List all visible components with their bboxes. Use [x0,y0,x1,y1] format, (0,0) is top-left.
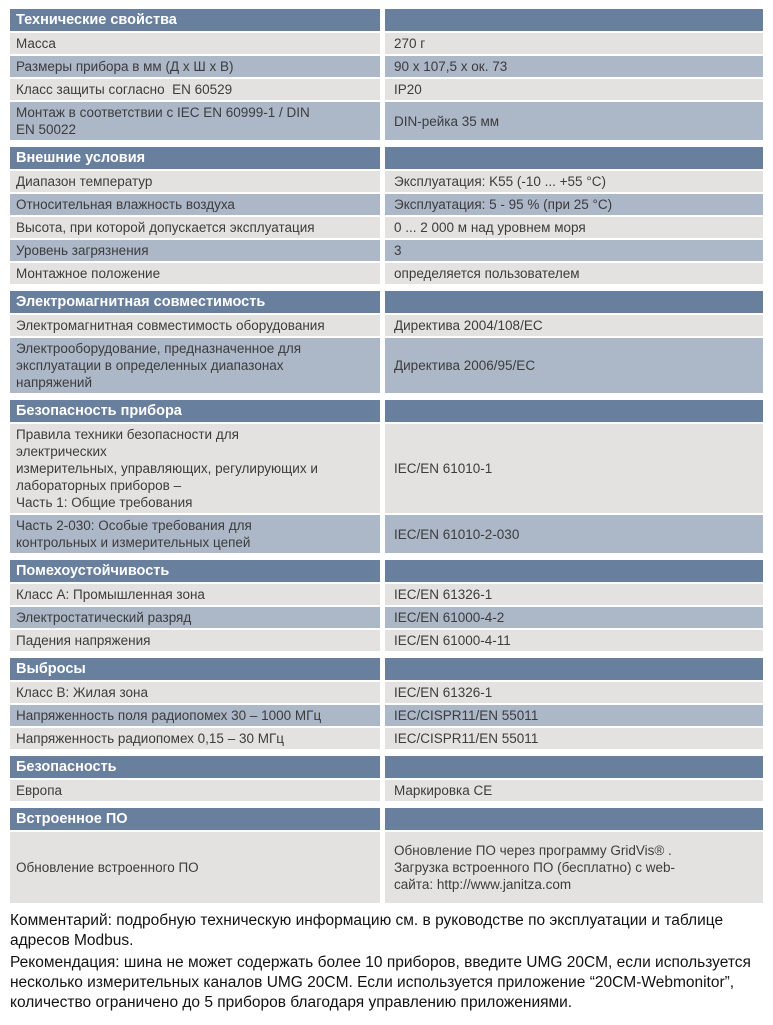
section-title-spacer [385,658,763,680]
spec-label-cell: Высота, при которой допускается эксплуат… [10,217,380,238]
spec-label-cell: Масса [10,33,380,54]
section-title: Электромагнитная совместимость [10,291,380,313]
section-title-spacer [385,9,763,31]
spec-label-cell: Электрооборудование, предназначенное для… [10,338,380,393]
section-title: Технические свойства [10,9,380,31]
section-title-spacer [385,147,763,169]
spec-value-cell: IEC/EN 61326-1 [385,584,763,605]
spec-section: Безопасность Европа Маркировка CE [10,756,763,801]
spec-label-cell: Обновление встроенного ПО [10,832,380,903]
spec-value-cell: IEC/EN 61326-1 [385,682,763,703]
spec-section: Технические свойства Масса 270 г Размеры пр… [10,9,763,140]
spec-label-cell: Монтаж в соответствии с IEC EN 60999-1 /… [10,102,380,140]
spec-label-cell: Размеры прибора в мм (Д х Ш х В) [10,56,380,77]
spec-label-cell: Класс A: Промышленная зона [10,584,380,605]
spec-value-cell: Директива 2004/108/EC [385,315,763,336]
spec-value-cell: Эксплуатация: 5 - 95 % (при 25 °C) [385,194,763,215]
section-title-spacer [385,756,763,778]
section-title-spacer [385,400,763,422]
spec-value-cell: 0 ... 2 000 м над уровнем моря [385,217,763,238]
spec-label-cell: Класс защиты согласно EN 60529 [10,79,380,100]
spec-section: Встроенное ПО Обновление встроенного ПО Об… [10,808,763,903]
section-title-spacer [385,808,763,830]
spec-value-cell: DIN-рейка 35 мм [385,102,763,140]
spec-section: Электромагнитная совместимость Электромаг… [10,291,763,393]
spec-label-cell: Напряженность поля радиопомех 30 – 1000 … [10,705,380,726]
spec-label-cell: Диапазон температур [10,171,380,192]
spec-label-cell: Электростатический разряд [10,607,380,628]
spec-section: Внешние условия Диапазон температур Эксплу… [10,147,763,284]
spec-table: Технические свойства Масса 270 г Размеры пр… [10,9,763,903]
section-title-spacer [385,560,763,582]
spec-label-cell: Электромагнитная совместимость оборудова… [10,315,380,336]
spec-value-cell: 90 х 107,5 х ок. 73 [385,56,763,77]
section-title: Внешние условия [10,147,380,169]
spec-label-cell: Правила техники безопасности для электри… [10,424,380,513]
spec-value-cell: IEC/EN 61000-4-2 [385,607,763,628]
section-title-spacer [385,291,763,313]
section-title: Помехоустойчивость [10,560,380,582]
spec-value-cell: IEC/CISPR11/EN 55011 [385,728,763,749]
spec-value-cell: IEC/EN 61000-4-11 [385,630,763,651]
spec-section: Выбросы Класс B: Жилая зона IEC/EN 61326-1… [10,658,763,749]
spec-value-cell: Маркировка CE [385,780,763,801]
spec-value-cell: IEC/CISPR11/EN 55011 [385,705,763,726]
spec-value-cell: Эксплуатация: K55 (-10 ... +55 °C) [385,171,763,192]
spec-value-cell: 270 г [385,33,763,54]
spec-label-cell: Падения напряжения [10,630,380,651]
spec-value-cell: определяется пользователем [385,263,763,284]
section-title: Безопасность [10,756,380,778]
spec-value-cell: Обновление ПО через программу GridVis® .… [385,832,763,903]
section-title: Выбросы [10,658,380,680]
spec-label-cell: Относительная влажность воздуха [10,194,380,215]
section-title: Безопасность прибора [10,400,380,422]
notes: Комментарий: подробную техническую инфор… [10,911,773,1013]
spec-label-cell: Европа [10,780,380,801]
spec-value-cell: IP20 [385,79,763,100]
spec-label-cell: Класс B: Жилая зона [10,682,380,703]
spec-value-cell: 3 [385,240,763,261]
spec-label-cell: Монтажное положение [10,263,380,284]
spec-section: Помехоустойчивость Класс A: Промышленная … [10,560,763,651]
note-recommendation: Рекомендация: шина не может содержать бо… [10,954,751,1011]
spec-label-cell: Часть 2-030: Особые требования для контр… [10,515,380,553]
spec-value-cell: IEC/EN 61010-1 [385,424,763,513]
section-title: Встроенное ПО [10,808,380,830]
spec-value-cell: IEC/EN 61010-2-030 [385,515,763,553]
spec-section: Безопасность прибора Правила техники безо… [10,400,763,553]
note-comment: Комментарий: подробную техническую инфор… [10,912,724,949]
spec-value-cell: Директива 2006/95/EC [385,338,763,393]
spec-label-cell: Напряженность радиопомех 0,15 – 30 МГц [10,728,380,749]
spec-label-cell: Уровень загрязнения [10,240,380,261]
